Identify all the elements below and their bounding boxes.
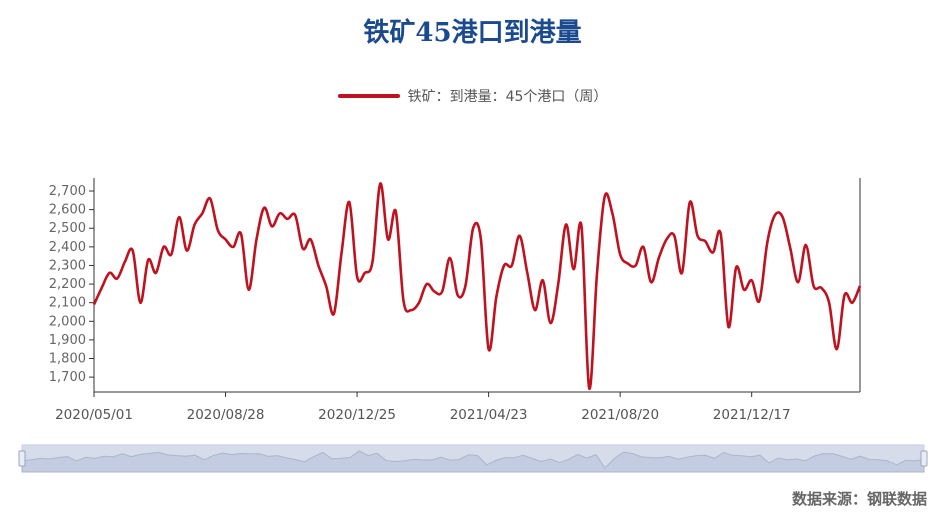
y-tick-label: 1,800 (49, 352, 86, 367)
y-tick-label: 2,200 (49, 277, 86, 292)
legend[interactable]: 铁矿：到港量：45个港口（周） (0, 86, 945, 106)
zoom-preview-area (21, 450, 925, 473)
x-tick-label: 2021/08/20 (581, 407, 659, 423)
legend-label: 铁矿：到港量：45个港口（周） (407, 89, 608, 105)
x-tick-label: 2020/05/01 (55, 407, 133, 423)
y-tick-label: 2,300 (49, 258, 86, 273)
x-tick-label: 2020/08/28 (187, 407, 265, 423)
y-tick-label: 1,700 (49, 370, 86, 385)
y-tick-label: 2,000 (49, 314, 86, 329)
y-tick-label: 2,400 (49, 240, 86, 255)
zoom-handle-left[interactable] (18, 450, 26, 467)
x-tick-label: 2021/12/17 (713, 407, 791, 423)
y-tick-label: 1,900 (49, 333, 86, 348)
series-line (92, 182, 862, 390)
legend-line-swatch (337, 94, 400, 98)
x-tick-label: 2020/12/25 (318, 407, 396, 423)
y-tick-label: 2,600 (49, 203, 86, 218)
x-tick-label: 2021/04/23 (450, 407, 528, 423)
zoom-handle-right[interactable] (920, 450, 928, 467)
y-tick-label: 2,100 (49, 296, 86, 311)
chart-title: 铁矿45港口到港量 (363, 18, 582, 48)
y-tick-label: 2,700 (49, 184, 86, 199)
source-note: 数据来源：钢联数据 (791, 490, 927, 508)
y-tick-label: 2,500 (49, 221, 86, 236)
